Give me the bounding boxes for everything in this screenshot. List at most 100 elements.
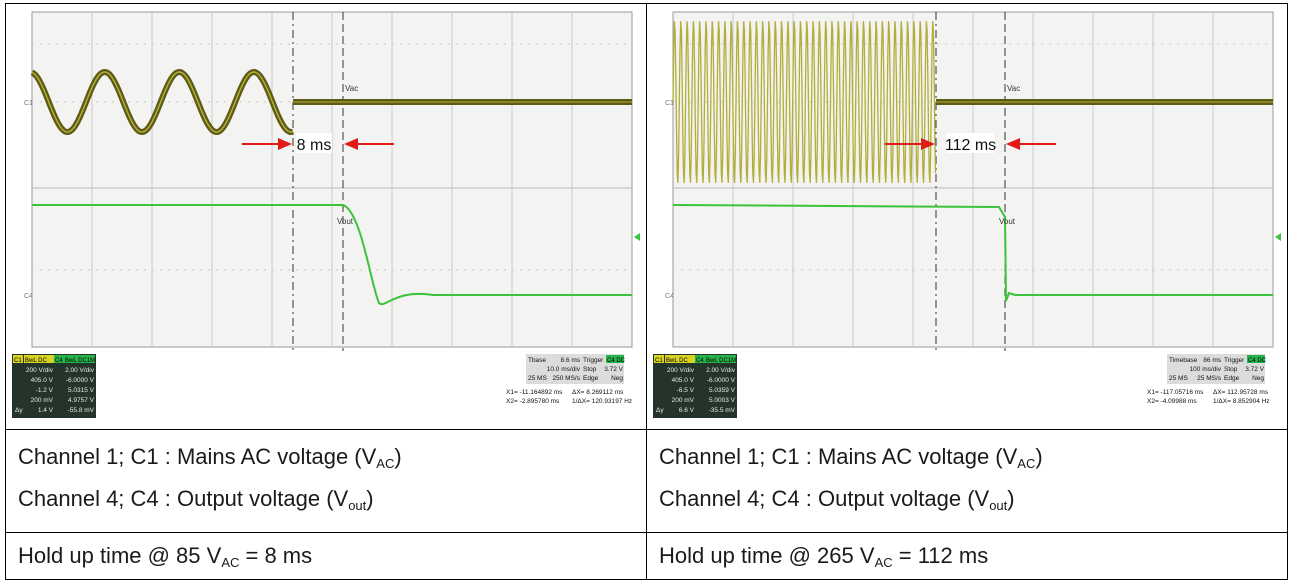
c1-value: -6.5 V	[677, 387, 695, 394]
channel1-caption: Channel 1; C1 : Mains AC voltage (VAC)	[18, 444, 402, 471]
measure-label: 112 ms	[945, 137, 996, 154]
caption-cell-left: Channel 1; C1 : Mains AC voltage (VAC) C…	[5, 429, 647, 533]
cursor-delta-readout: ΔX= 112.95728 ms	[1213, 389, 1269, 396]
c1-value: 405.0 V	[672, 377, 695, 384]
cursor-x1-readout: X1= -117.05716 ms	[1147, 389, 1204, 396]
hold-up-measurement: 112 ms	[885, 133, 1056, 154]
c4-channel-marker: C4	[665, 293, 674, 300]
results-table: Vac Vout C1 C4 8 ms C1 BwL DC C4 BwL DC1M 200 V/d…	[5, 3, 1288, 580]
channel1-caption: Channel 1; C1 : Mains AC voltage (VAC)	[659, 444, 1043, 471]
measure-label: 8 ms	[297, 137, 332, 154]
c4-value: -55.8 mV	[68, 407, 95, 414]
hold-cell-right: Hold up time @ 265 VAC = 112 ms	[646, 532, 1288, 580]
trigger-channel: C4 DC	[607, 358, 626, 364]
c1-marker-label: Vac	[1007, 84, 1020, 93]
trigger-level: 3.72 V	[1245, 366, 1264, 373]
c4-value: 4.9757 V	[68, 397, 95, 404]
channel4-caption: Channel 4; C4 : Output voltage (Vout)	[659, 486, 1015, 513]
scope-cell-85v: Vac Vout C1 C4 8 ms C1 BwL DC C4 BwL DC1M 200 V/d…	[5, 3, 647, 430]
cursor-frequency-readout: 1/ΔX= 120.93197 Hz	[572, 398, 632, 405]
trace-c1-mains-voltage	[30, 68, 632, 136]
delta-y-label: Δy	[15, 407, 23, 414]
graticule	[673, 12, 1273, 347]
trigger-state: Stop	[583, 366, 597, 373]
c4-coupling-bg	[64, 355, 95, 363]
trace-c1-mains-voltage	[672, 21, 1273, 183]
caption-cell-right: Channel 1; C1 : Mains AC voltage (VAC) C…	[646, 429, 1288, 533]
c1-tag: C1	[14, 358, 22, 364]
c4-value: 5.0003 V	[709, 397, 736, 404]
channel-panel-bg	[653, 354, 737, 418]
c4-channel-marker: C4	[24, 293, 33, 300]
trigger-level-marker	[634, 233, 640, 241]
c1-tag-bg	[654, 355, 664, 363]
c4-value: -35.5 mV	[709, 407, 736, 414]
hold-up-time-85v: Hold up time @ 85 VAC = 8 ms	[18, 543, 313, 570]
c4-coupling: BwL DC1M	[706, 358, 736, 364]
channel-panel-bg	[12, 354, 96, 418]
trigger-channel-bg	[606, 355, 624, 363]
c1-value: 200 mV	[31, 397, 54, 404]
trigger-channel: C4 DC	[1248, 358, 1267, 364]
c1-coupling: BwL DC	[25, 358, 47, 364]
c1-channel-marker: C1	[665, 100, 674, 107]
c1-sine-highlight	[31, 71, 294, 133]
c1-sine-trace	[672, 21, 937, 183]
trigger-type: Edge	[583, 375, 599, 382]
c4-value: 2.00 V/div	[65, 367, 95, 374]
trace-c4-output-voltage	[672, 204, 1273, 302]
hold-up-time-265v: Hold up time @ 265 VAC = 112 ms	[659, 543, 989, 570]
c1-value: 1.4 V	[38, 407, 54, 414]
measure-label-bg	[946, 133, 995, 153]
c4-value: -6.0000 V	[707, 377, 736, 384]
oscilloscope-screenshot-85v: Vac Vout C1 C4 8 ms C1 BwL DC C4 BwL DC1M 200 V/d…	[6, 4, 646, 429]
sample-count: 25 MS	[528, 375, 547, 382]
c1-value: 200 V/div	[26, 367, 54, 374]
timebase-value: 86 ms	[1203, 357, 1221, 364]
graticule	[32, 12, 632, 347]
delta-y-label: Δy	[656, 407, 664, 414]
c4-tag: C4	[55, 358, 63, 364]
c1-value: 6.6 V	[679, 407, 695, 414]
c1-coupling-bg	[24, 355, 54, 363]
c1-value: 200 mV	[672, 397, 695, 404]
c1-tag: C1	[655, 358, 663, 364]
c4-coupling: BwL DC1M	[65, 358, 95, 364]
c1-value: 405.0 V	[31, 377, 54, 384]
c4-value: 5.0315 V	[68, 387, 95, 394]
trace-c4-output-voltage	[32, 204, 632, 306]
left-arrow-head	[278, 138, 292, 150]
trigger-type: Edge	[1224, 375, 1240, 382]
c1-tag-bg	[13, 355, 23, 363]
sample-rate: 250 MS/s	[553, 375, 581, 382]
c1-coupling: BwL DC	[666, 358, 688, 364]
scope-cell-265v: Vac Vout C1 C4 112 ms C1 BwL DC C4 BwL DC1M 200 V…	[646, 3, 1288, 430]
cursor-x2-readout: X2= -2.895780 ms	[506, 398, 560, 405]
c1-coupling-bg	[665, 355, 695, 363]
cursor-frequency-readout: 1/ΔX= 8.852904 Hz	[1213, 398, 1270, 405]
c1-value: 200 V/div	[667, 367, 695, 374]
trigger-slope: Neg	[611, 375, 623, 382]
trigger-slope: Neg	[1252, 375, 1264, 382]
channel4-caption: Channel 4; C4 : Output voltage (Vout)	[18, 486, 374, 513]
trigger-label: Trigger	[583, 357, 604, 364]
timebase-panel: Timebase 86 ms Trigger C4 DC 100 ms/div Stop 3…	[1147, 354, 1270, 405]
timebase-label: Tbase	[528, 357, 546, 364]
measure-label-bg	[296, 133, 332, 153]
c4-marker-label: Vout	[337, 217, 354, 226]
c4-coupling-bg	[705, 355, 736, 363]
channel-info-panel: C1 BwL DC C4 BwL DC1M 200 V/div 2.00 V/div 405…	[12, 354, 96, 418]
c4-marker-label: Vout	[999, 217, 1016, 226]
c1-marker-label: Vac	[345, 84, 358, 93]
timebase-div: 10.0 ms/div	[547, 366, 581, 373]
cursor-delta-readout: ΔX= 8.269112 ms	[572, 389, 624, 396]
sample-count: 25 MS	[1169, 375, 1188, 382]
timebase-label: Timebase	[1169, 357, 1198, 364]
trigger-level: 3.72 V	[604, 366, 623, 373]
timebase-panel: Tbase 8.6 ms Trigger C4 DC 10.0 ms/div Stop 3.…	[506, 354, 632, 405]
hold-up-measurement: 8 ms	[242, 133, 394, 154]
cursor-x2-readout: X2= -4.09988 ms	[1147, 398, 1197, 405]
sample-rate: 25 MS/s	[1197, 375, 1222, 382]
timebase-div: 100 ms/div	[1190, 366, 1222, 373]
trigger-label: Trigger	[1224, 357, 1245, 364]
